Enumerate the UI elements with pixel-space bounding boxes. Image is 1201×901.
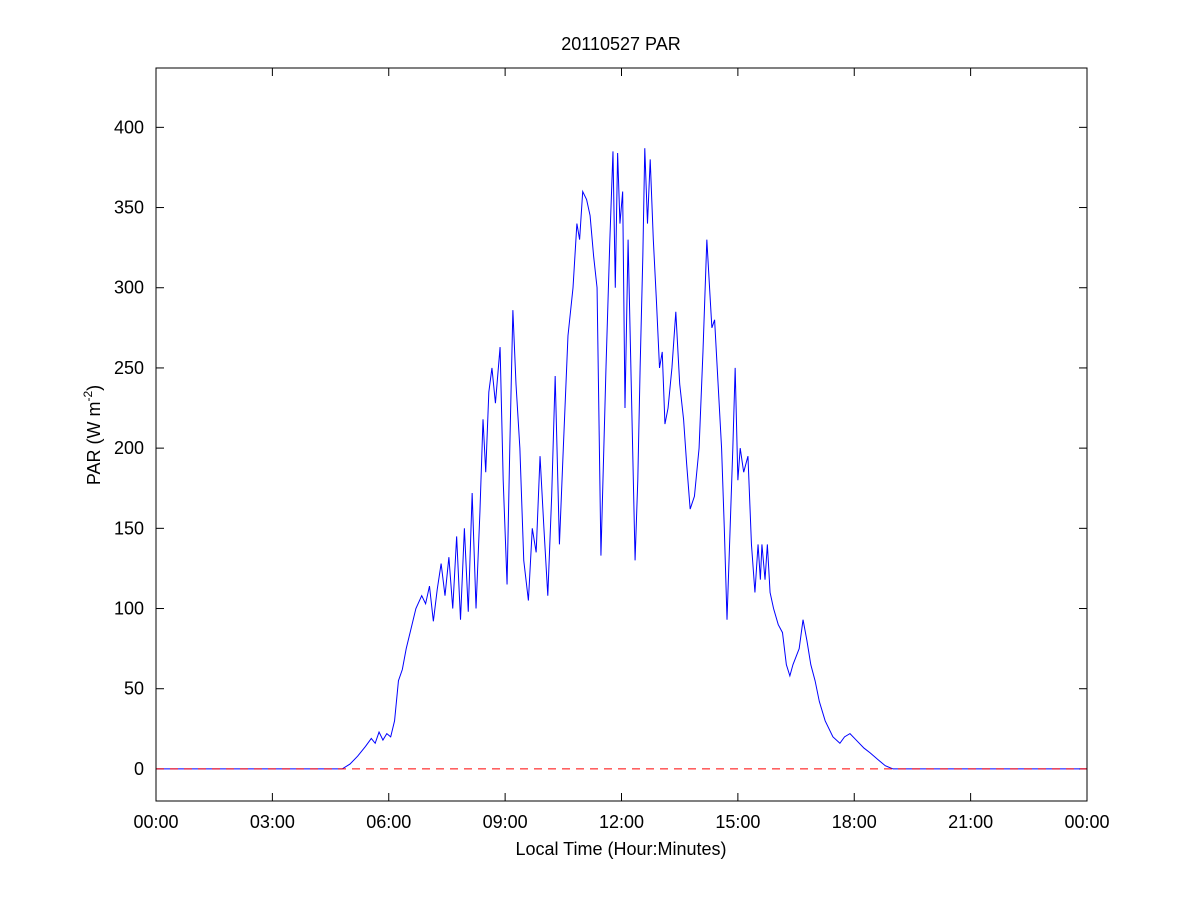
y-tick-label: 200 (114, 438, 144, 458)
plot-area (156, 68, 1087, 801)
y-tick-label: 250 (114, 358, 144, 378)
x-tick-label: 00:00 (133, 812, 178, 832)
x-tick-label: 00:00 (1064, 812, 1109, 832)
y-tick-label: 50 (124, 679, 144, 699)
y-tick-label: 150 (114, 518, 144, 538)
y-tick-label: 300 (114, 278, 144, 298)
y-label-part: ) (84, 385, 104, 391)
data-line (156, 148, 1087, 770)
y-tick-label: 350 (114, 198, 144, 218)
y-tick-label: 100 (114, 599, 144, 619)
chart-title: 20110527 PAR (561, 34, 680, 54)
x-tick-label: 21:00 (948, 812, 993, 832)
x-tick-label: 09:00 (483, 812, 528, 832)
y-axis-label: PAR (W m-2) (81, 385, 104, 485)
y-tick-label: 0 (134, 759, 144, 779)
y-label-superscript: -2 (81, 391, 95, 402)
x-tick-label: 12:00 (599, 812, 644, 832)
x-tick-label: 15:00 (715, 812, 760, 832)
x-tick-label: 18:00 (832, 812, 877, 832)
x-tick-label: 03:00 (250, 812, 295, 832)
axes-box (155, 67, 1088, 802)
x-axis-label: Local Time (Hour:Minutes) (515, 839, 726, 859)
y-tick-label: 400 (114, 117, 144, 137)
y-label-part: PAR (W m (84, 402, 104, 486)
x-tick-label: 06:00 (366, 812, 411, 832)
